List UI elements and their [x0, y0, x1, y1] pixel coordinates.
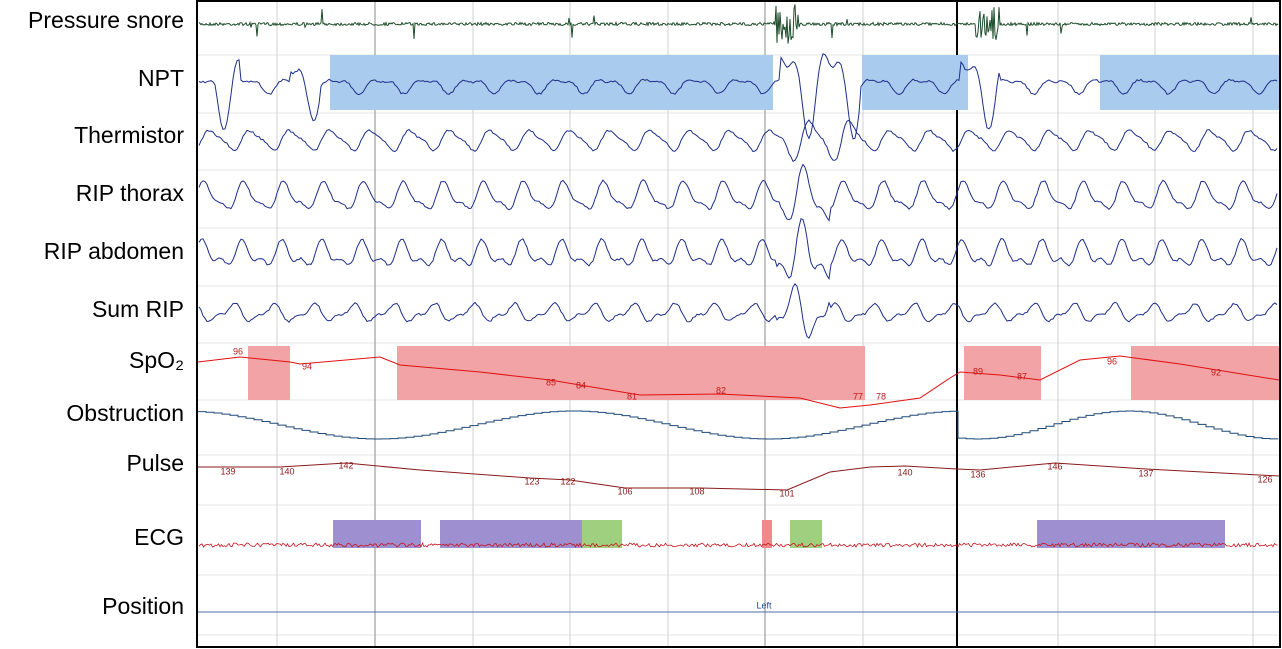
- pulse-value: 137: [1138, 468, 1153, 478]
- pulse-value: 106: [617, 486, 632, 496]
- rip-thorax-trace: [198, 163, 1278, 222]
- npt-event: [330, 55, 773, 110]
- pulse-value: 146: [1047, 461, 1062, 471]
- pulse-trace: [198, 462, 1280, 491]
- spo2-value: 77: [853, 391, 863, 401]
- spo2-value: 81: [627, 391, 637, 401]
- channel-label: Thermistor: [74, 122, 184, 148]
- channel-label: Position: [102, 593, 184, 619]
- channel-label: RIP abdomen: [44, 238, 184, 264]
- pulse-value: 122: [560, 476, 575, 486]
- spo2-value: 96: [1107, 356, 1117, 366]
- spo2-value: 87: [1017, 371, 1027, 381]
- channel-label: ECG: [134, 524, 184, 550]
- pulse-value: 136: [970, 469, 985, 479]
- pulse-value: 108: [689, 486, 704, 496]
- spo2-event: [248, 346, 290, 400]
- spo2-event: [1131, 346, 1280, 400]
- spo2-value: 85: [546, 377, 556, 387]
- pulse-value: 139: [220, 466, 235, 476]
- labels: Pressure snore NPT Thermistor RIP thorax RIP…: [28, 7, 1272, 619]
- pulse-value: 123: [524, 476, 539, 486]
- rip-abdomen-trace: [198, 217, 1278, 281]
- sum-rip-trace: [198, 282, 1278, 339]
- pulse-value: 101: [779, 488, 794, 498]
- position-value: Left: [756, 600, 772, 610]
- channel-label: NPT: [138, 65, 184, 91]
- pulse-value: 126: [1257, 474, 1272, 484]
- ecg-event: [333, 520, 421, 548]
- pulse-value: 140: [897, 467, 912, 477]
- channel-label: Pulse: [126, 450, 184, 476]
- spo2-value: 84: [576, 380, 586, 390]
- traces: [197, 4, 1280, 613]
- ecg-trace: [198, 542, 1278, 549]
- plot-frame: [196, 0, 1281, 648]
- channel-label: Pressure snore: [28, 7, 184, 33]
- spo2-value: 78: [876, 391, 886, 401]
- npt-trace: [198, 53, 1278, 140]
- thermistor-trace: [198, 119, 1278, 162]
- spo2-event: [397, 346, 865, 400]
- ecg-event: [790, 520, 822, 548]
- spo2-value: 94: [302, 361, 312, 371]
- spo2-value: 89: [973, 366, 983, 376]
- ecg-event: [440, 520, 582, 548]
- spo2-value: 96: [233, 346, 243, 356]
- pulse-value: 142: [338, 460, 353, 470]
- channel-label: Sum RIP: [92, 296, 184, 322]
- ecg-event: [762, 520, 772, 548]
- channel-label: SpO₂: [129, 347, 184, 373]
- spo2-trace: [197, 355, 1280, 409]
- channel-label: RIP thorax: [76, 180, 185, 206]
- spo2-value: 92: [1211, 367, 1221, 377]
- spo2-value: 82: [716, 385, 726, 395]
- channel-label: Obstruction: [66, 400, 184, 426]
- obstruction-trace: [198, 410, 1279, 440]
- pulse-value: 140: [279, 466, 294, 476]
- snore-trace: [198, 4, 1279, 44]
